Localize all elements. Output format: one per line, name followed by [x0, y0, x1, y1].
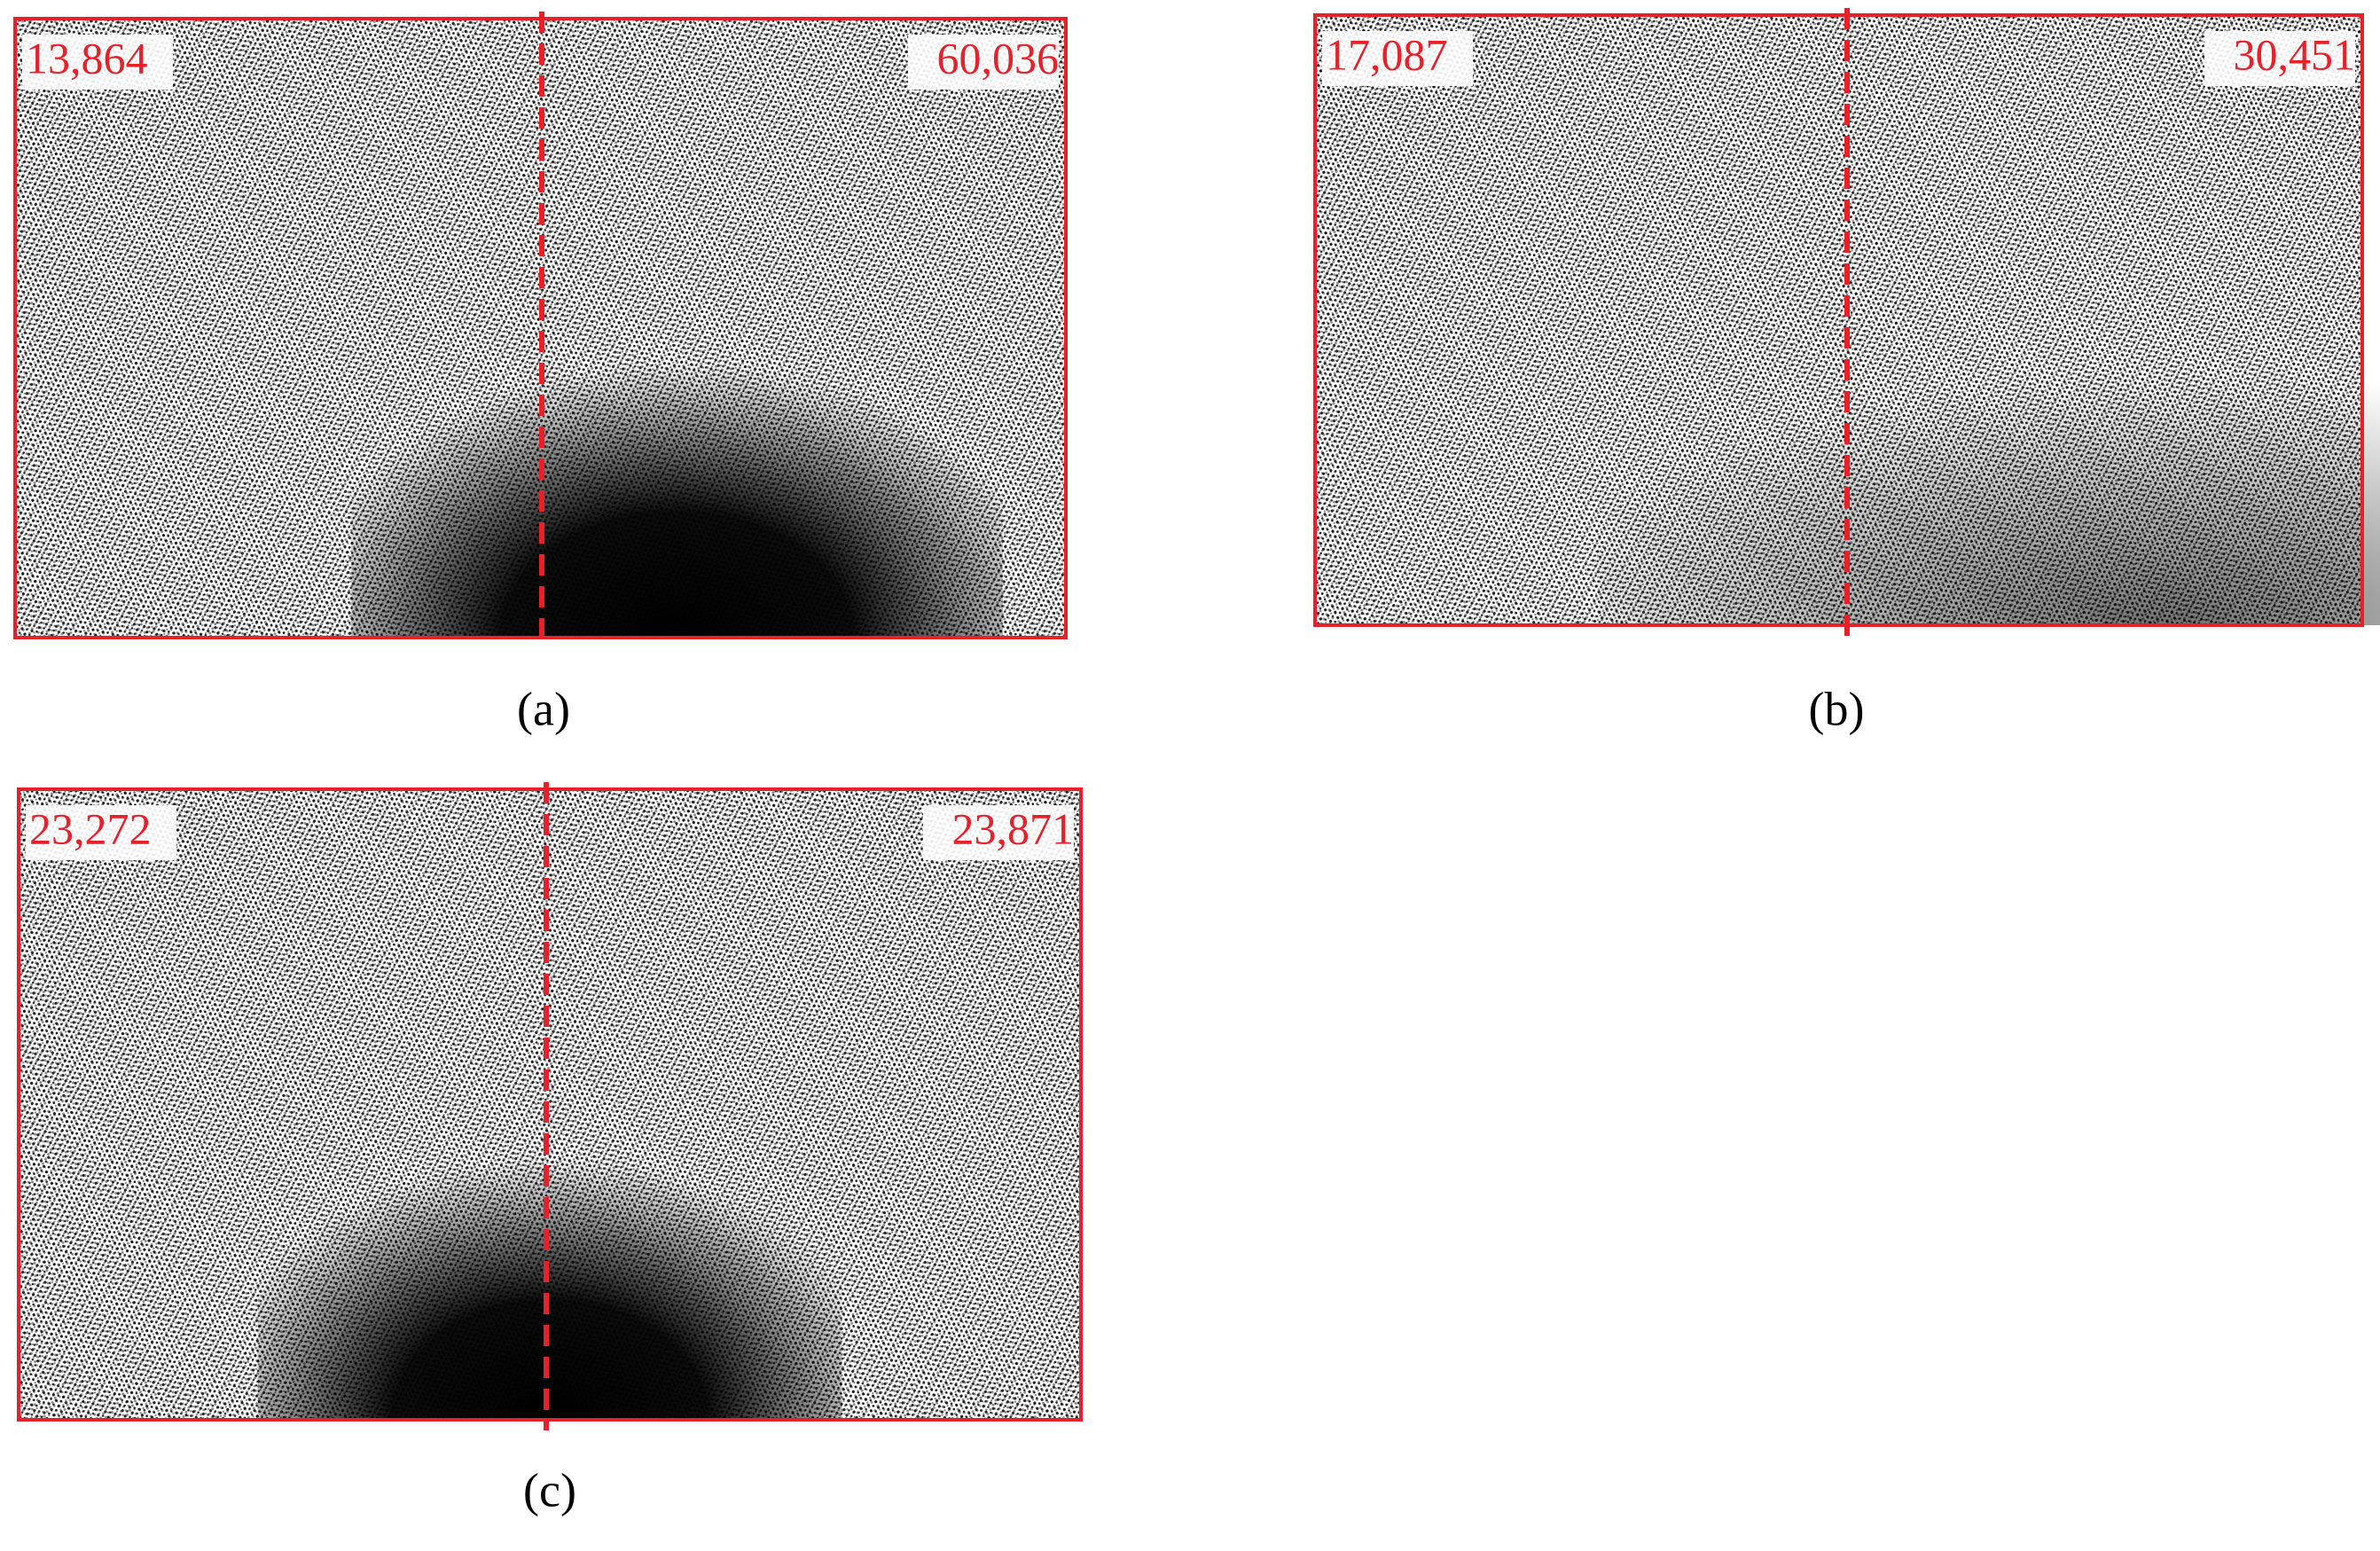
right-count: 23,871 [952, 803, 1075, 853]
panel: 13,864 60,036 (a) [13, 12, 1068, 735]
frame [17, 787, 1083, 1422]
dense-region [257, 978, 842, 1420]
panel-caption: (a) [517, 682, 570, 735]
left-count: 17,087 [1326, 29, 1448, 79]
left-count: 13,864 [26, 33, 148, 82]
left-count: 23,272 [29, 803, 152, 853]
panel: 23,272 23,871 (c) [17, 782, 1083, 1516]
label-bg [26, 805, 176, 860]
frame [1313, 13, 2364, 627]
dense-region [1597, 259, 2380, 625]
right-count: 30,451 [2234, 29, 2356, 79]
label-bg [1322, 31, 1473, 86]
panel-caption: (b) [1809, 682, 1865, 735]
panel-caption: (c) [523, 1463, 576, 1516]
label-bg [923, 805, 1074, 860]
label-bg [22, 35, 173, 90]
dense-region [351, 173, 1003, 638]
panel: 17,087 30,451 (b) [1313, 8, 2380, 735]
right-count: 60,036 [937, 33, 1060, 82]
label-bg [908, 35, 1059, 90]
label-bg [2204, 31, 2355, 86]
